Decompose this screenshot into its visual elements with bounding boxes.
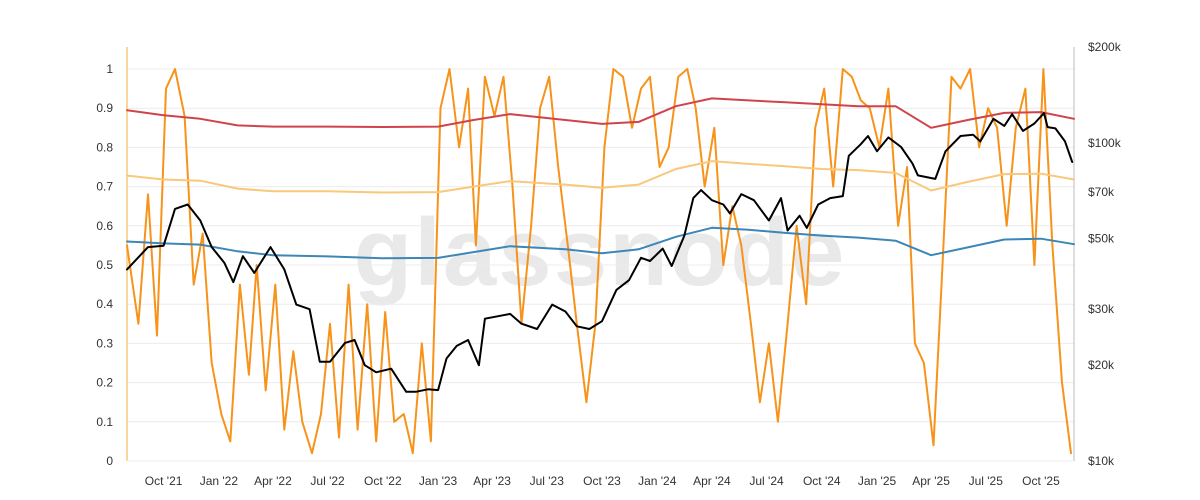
y-left-tick-label: 0 [106, 454, 113, 468]
y-right-tick-label: $100k [1088, 136, 1122, 150]
y-right-tick-label: $200k [1088, 40, 1122, 54]
y-left-tick-label: 0.7 [96, 180, 113, 194]
x-tick-label: Jan '22 [200, 474, 239, 488]
y-left-tick-label: 0.3 [96, 336, 113, 350]
y-right-tick-label: $50k [1088, 232, 1115, 246]
y-left-tick-label: 0.1 [96, 415, 113, 429]
y-left-tick-label: 1 [106, 62, 113, 76]
y-right-tick-label: $10k [1088, 454, 1115, 468]
x-tick-label: Apr '23 [473, 474, 511, 488]
x-tick-label: Oct '24 [803, 474, 841, 488]
x-tick-label: Jan '23 [419, 474, 458, 488]
x-tick-label: Jan '25 [858, 474, 897, 488]
x-tick-label: Apr '25 [912, 474, 950, 488]
y-left-tick-label: 0.5 [96, 258, 113, 272]
x-tick-label: Jan '24 [638, 474, 677, 488]
x-tick-label: Jul '24 [749, 474, 784, 488]
y-right-tick-label: $20k [1088, 358, 1115, 372]
x-tick-label: Jul '25 [969, 474, 1004, 488]
right-y-axis: $10k $20k $30k $50k $70k $100k $200k [1088, 40, 1122, 468]
series-line-oscillator [126, 68, 1072, 455]
y-left-tick-label: 0.2 [96, 376, 113, 390]
series-line-upper-band [126, 97, 1075, 129]
x-tick-label: Jul '22 [310, 474, 345, 488]
series-line-middle-band [126, 160, 1075, 194]
left-y-axis: 0 0.1 0.2 0.3 0.4 0.5 0.6 0.7 0.8 0.9 1 [96, 62, 113, 468]
y-left-tick-label: 0.9 [96, 101, 113, 115]
x-tick-label: Oct '22 [364, 474, 402, 488]
x-tick-label: Apr '24 [693, 474, 731, 488]
grid-lines [127, 68, 1074, 462]
y-left-tick-label: 0.6 [96, 219, 113, 233]
y-left-tick-label: 0.8 [96, 140, 113, 154]
x-axis: Oct '21 Jan '22 Apr '22 Jul '22 Oct '22 Jan '… [145, 474, 1060, 488]
series-line-price [126, 112, 1074, 393]
x-tick-label: Oct '25 [1022, 474, 1060, 488]
y-right-tick-label: $30k [1088, 302, 1115, 316]
series-line-lower-band [126, 226, 1075, 260]
x-tick-label: Oct '23 [583, 474, 621, 488]
y-left-tick-label: 0.4 [96, 297, 113, 311]
x-tick-label: Apr '22 [254, 474, 292, 488]
x-tick-label: Oct '21 [145, 474, 183, 488]
y-right-tick-label: $70k [1088, 185, 1115, 199]
x-tick-label: Jul '23 [530, 474, 565, 488]
series-layer [126, 68, 1075, 455]
